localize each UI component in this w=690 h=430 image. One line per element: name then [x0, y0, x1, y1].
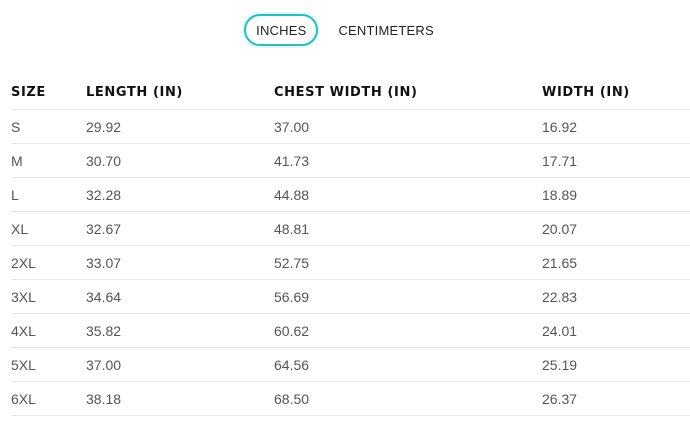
cell-width: 21.65 [542, 245, 690, 280]
header-size: SIZE [11, 76, 86, 110]
cell-width: 18.89 [542, 177, 690, 212]
unit-toggle: INCHES CENTIMETERS [0, 12, 690, 48]
table-row: M 30.70 41.73 17.71 [11, 143, 690, 178]
cell-size: XL [11, 211, 86, 246]
cell-length: 33.07 [86, 245, 274, 280]
cell-chest-width: 48.81 [274, 211, 542, 246]
cell-size: 3XL [11, 279, 86, 314]
cell-length: 35.82 [86, 313, 274, 348]
table-row: 5XL 37.00 64.56 25.19 [11, 347, 690, 382]
cell-chest-width: 41.73 [274, 143, 542, 178]
table-row: 2XL 33.07 52.75 21.65 [11, 245, 690, 280]
table-row: 3XL 34.64 56.69 22.83 [11, 279, 690, 314]
table-row: 4XL 35.82 60.62 24.01 [11, 313, 690, 348]
cell-chest-width: 44.88 [274, 177, 542, 212]
header-chest-width: CHEST WIDTH (IN) [274, 76, 542, 110]
cell-width: 24.01 [542, 313, 690, 348]
size-chart-table: SIZE LENGTH (IN) CHEST WIDTH (IN) WIDTH … [11, 76, 690, 416]
table-row: L 32.28 44.88 18.89 [11, 177, 690, 212]
table-header: SIZE LENGTH (IN) CHEST WIDTH (IN) WIDTH … [11, 76, 690, 110]
header-row: SIZE LENGTH (IN) CHEST WIDTH (IN) WIDTH … [11, 76, 690, 110]
cell-size: 2XL [11, 245, 86, 280]
inches-button[interactable]: INCHES [244, 14, 319, 46]
cell-width: 17.71 [542, 143, 690, 178]
cell-size: 5XL [11, 347, 86, 382]
cell-width: 16.92 [542, 109, 690, 144]
centimeters-button[interactable]: CENTIMETERS [326, 14, 446, 46]
cell-chest-width: 52.75 [274, 245, 542, 280]
cell-chest-width: 60.62 [274, 313, 542, 348]
cell-length: 32.28 [86, 177, 274, 212]
cell-size: 4XL [11, 313, 86, 348]
table-body: S 29.92 37.00 16.92 M 30.70 41.73 17.71 … [11, 109, 690, 416]
cell-size: M [11, 143, 86, 178]
cell-chest-width: 68.50 [274, 381, 542, 416]
cell-size: S [11, 109, 86, 144]
cell-length: 29.92 [86, 109, 274, 144]
header-width: WIDTH (IN) [542, 76, 690, 110]
cell-width: 20.07 [542, 211, 690, 246]
cell-width: 25.19 [542, 347, 690, 382]
cell-length: 37.00 [86, 347, 274, 382]
table-row: 6XL 38.18 68.50 26.37 [11, 381, 690, 416]
cell-length: 30.70 [86, 143, 274, 178]
table-row: S 29.92 37.00 16.92 [11, 109, 690, 144]
cell-size: L [11, 177, 86, 212]
cell-width: 22.83 [542, 279, 690, 314]
table-row: XL 32.67 48.81 20.07 [11, 211, 690, 246]
cell-size: 6XL [11, 381, 86, 416]
cell-chest-width: 37.00 [274, 109, 542, 144]
header-length: LENGTH (IN) [86, 76, 274, 110]
cell-chest-width: 64.56 [274, 347, 542, 382]
cell-length: 34.64 [86, 279, 274, 314]
cell-length: 32.67 [86, 211, 274, 246]
cell-length: 38.18 [86, 381, 274, 416]
cell-chest-width: 56.69 [274, 279, 542, 314]
cell-width: 26.37 [542, 381, 690, 416]
